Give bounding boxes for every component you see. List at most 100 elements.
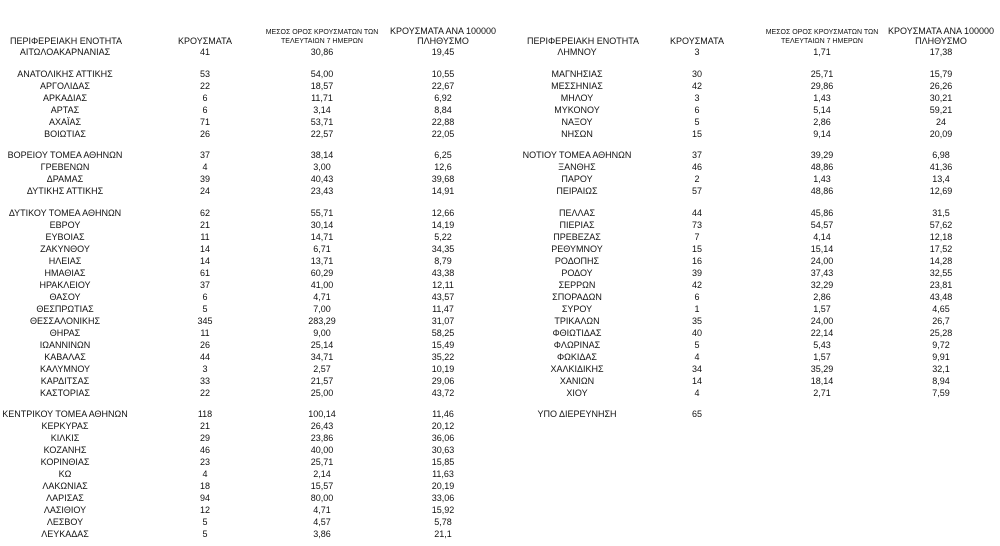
per-100k: 32,1: [932, 363, 950, 374]
per-100k: 20,09: [929, 128, 953, 139]
cases: 3: [694, 47, 700, 57]
per-100k: 41,36: [929, 162, 953, 173]
weekly-average: 38,14: [310, 150, 334, 161]
region: ΖΑΚΥΝΘΟΥ: [40, 243, 90, 254]
cases: 24: [199, 186, 211, 197]
weekly-average: 26,43: [310, 421, 334, 432]
cases: 5: [202, 529, 208, 540]
weekly-average: 48,86: [810, 186, 834, 197]
weekly-average: 15,57: [310, 481, 334, 492]
weekly-average: 2,86: [813, 116, 831, 127]
cases: 4: [694, 387, 700, 398]
cases: 35: [691, 315, 703, 326]
per-100k: 7,59: [932, 387, 950, 398]
per-100k: 19,45: [431, 47, 455, 57]
region: ΦΩΚΙΔΑΣ: [557, 351, 597, 362]
per-100k: 11,47: [432, 303, 454, 314]
weekly-average: 1,71: [813, 47, 831, 57]
weekly-average: 2,86: [813, 291, 831, 302]
cases: 21: [199, 421, 211, 432]
cases: 1: [694, 303, 700, 314]
weekly-average: 25,14: [310, 339, 334, 350]
weekly-average: 4,71: [313, 291, 331, 302]
cases: 39: [199, 174, 211, 185]
region: ΣΥΡΟΥ: [561, 303, 593, 314]
cases: 61: [199, 267, 211, 278]
weekly-average: 2,14: [313, 469, 331, 480]
region: ΔΥΤΙΚΟΥ ΤΟΜΕΑ ΑΘΗΝΩΝ: [8, 207, 122, 218]
per-100k: 57,62: [929, 219, 953, 230]
region: ΜΥΚΟΝΟΥ: [554, 104, 600, 115]
weekly-average: 1,43: [813, 92, 831, 103]
column-header: ΜΕΣΟΣ ΟΡΟΣ ΚΡΟΥΣΜΑΤΩΝ ΤΩΝ ΤΕΛΕΥΤΑΙΩΝ 7 Η…: [265, 29, 379, 45]
weekly-average: 30,14: [310, 219, 334, 230]
region: ΛΑΣΙΘΙΟΥ: [43, 505, 87, 516]
per-100k: 10,55: [431, 68, 455, 79]
region: ΝΟΤΙΟΥ ΤΟΜΕΑ ΑΘΗΝΩΝ: [522, 150, 632, 161]
per-100k: 14,28: [929, 255, 953, 266]
cases: 4: [202, 162, 208, 173]
cases: 11: [200, 327, 210, 338]
per-100k: 6,98: [932, 150, 950, 161]
weekly-average: 24,00: [810, 255, 834, 266]
cases: 5: [202, 303, 208, 314]
cases: 6: [202, 92, 208, 103]
per-100k: 11,63: [432, 469, 454, 480]
region: ΡΕΘΥΜΝΟΥ: [551, 243, 603, 254]
region: ΑΡΚΑΔΙΑΣ: [42, 92, 88, 103]
cases: 16: [691, 255, 703, 266]
cases: 345: [197, 315, 213, 326]
region: ΕΒΡΟΥ: [49, 219, 81, 230]
weekly-average: 4,14: [813, 231, 831, 242]
per-100k: 17,38: [929, 47, 953, 57]
cases: 15: [691, 128, 703, 139]
region: ΗΛΕΙΑΣ: [48, 255, 82, 266]
per-100k: 29,06: [431, 375, 455, 386]
cases: 37: [199, 279, 211, 290]
weekly-average: 60,29: [310, 267, 334, 278]
per-100k: 13,4: [932, 174, 950, 185]
per-100k: 8,94: [932, 375, 950, 386]
region: ΗΡΑΚΛΕΙΟΥ: [39, 279, 91, 290]
region: ΤΡΙΚΑΛΩΝ: [554, 315, 600, 326]
cases: 41: [199, 47, 211, 57]
weekly-average: 25,71: [810, 68, 834, 79]
region: ΑΝΑΤΟΛΙΚΗΣ ΑΤΤΙΚΗΣ: [17, 68, 113, 79]
cases: 42: [691, 80, 703, 91]
region: ΠΑΡΟΥ: [561, 174, 593, 185]
region: ΚΑΣΤΟΡΙΑΣ: [40, 387, 90, 398]
cases: 42: [691, 279, 703, 290]
region: ΞΑΝΘΗΣ: [558, 162, 596, 173]
region: ΜΗΛΟΥ: [560, 92, 594, 103]
region: ΚΑΛΥΜΝΟΥ: [39, 363, 91, 374]
per-100k: 12,18: [929, 231, 953, 242]
per-100k: 8,79: [434, 255, 452, 266]
weekly-average: 54,00: [310, 68, 334, 79]
cases: 44: [199, 351, 211, 362]
per-100k: 26,26: [929, 80, 953, 91]
column-header: ΚΡΟΥΣΜΑΤΑ: [670, 36, 724, 46]
weekly-average: 53,71: [310, 116, 334, 127]
column-header: ΚΡΟΥΣΜΑΤΑ ΑΝΑ 100000 ΠΛΗΘΥΣΜΟ: [888, 26, 994, 46]
region: ΦΛΩΡΙΝΑΣ: [553, 339, 601, 350]
per-100k: 43,48: [929, 291, 953, 302]
region: ΛΑΚΩΝΙΑΣ: [42, 481, 88, 492]
region: ΝΑΞΟΥ: [561, 116, 593, 127]
weekly-average: 40,00: [310, 445, 334, 456]
per-100k: 36,06: [431, 433, 455, 444]
weekly-average: 39,29: [810, 150, 834, 161]
cases: 39: [691, 267, 703, 278]
weekly-average: 3,14: [313, 104, 331, 115]
per-100k: 22,67: [431, 80, 455, 91]
weekly-average: 21,57: [310, 375, 334, 386]
weekly-average: 25,00: [310, 387, 334, 398]
per-100k: 14,19: [431, 219, 455, 230]
weekly-average: 1,57: [813, 303, 831, 314]
region: ΣΠΟΡΑΔΩΝ: [552, 291, 602, 302]
column-header: ΚΡΟΥΣΜΑΤΑ: [178, 36, 232, 46]
region: ΝΗΣΩΝ: [561, 128, 593, 139]
cases: 4: [202, 469, 208, 480]
region: ΑΡΤΑΣ: [50, 104, 80, 115]
weekly-average: 22,14: [810, 327, 834, 338]
